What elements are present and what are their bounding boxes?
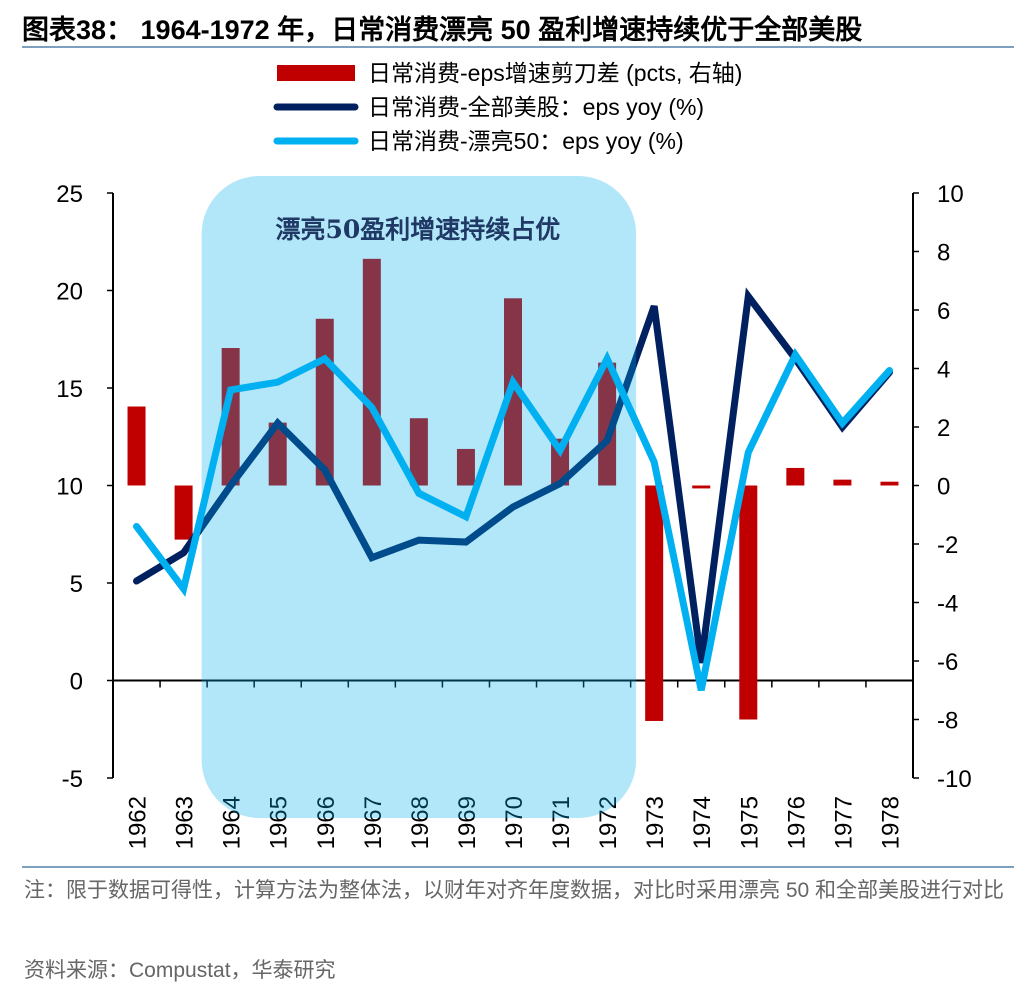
bar-1976 (786, 467, 805, 486)
x-tick-label: 1977 (830, 796, 857, 849)
bar-1977 (833, 479, 852, 486)
x-tick-label: 1962 (125, 796, 152, 849)
right-tick-label: -8 (937, 708, 958, 735)
right-tick-label: 6 (937, 298, 950, 325)
x-tick-label: 1964 (219, 796, 246, 849)
chart: 日常消费-eps增速剪刀差 (pcts, 右轴) 日常消费-全部美股：eps yo… (56, 60, 972, 849)
left-tick-label: 15 (56, 376, 83, 403)
right-tick-label: 4 (937, 357, 950, 384)
legend-label: 日常消费-全部美股：eps yoy (%) (368, 94, 704, 120)
chart-title: 图表38： 1964-1972 年，日常消费漂亮 50 盈利增速持续优于全部美股 (22, 15, 863, 45)
footnote: 注：限于数据可得性，计算方法为整体法，以财年对齐年度数据，对比时采用漂亮 50 … (24, 879, 1005, 902)
legend-label: 日常消费-eps增速剪刀差 (pcts, 右轴) (368, 60, 742, 86)
bar-1971 (551, 438, 570, 486)
legend-label: 日常消费-漂亮50：eps yoy (%) (368, 128, 684, 154)
x-tick-label: 1967 (360, 796, 387, 849)
x-tick-label: 1971 (548, 796, 575, 849)
x-tick-label: 1975 (736, 796, 763, 849)
bottom-divider (22, 866, 1014, 868)
bar-1969 (456, 448, 475, 486)
x-tick-label: 1978 (877, 796, 904, 849)
bar-1978 (880, 481, 899, 486)
bar-1964 (221, 348, 240, 486)
left-tick-label: -5 (62, 766, 83, 793)
left-tick-label: 10 (56, 474, 83, 501)
bar-1975 (739, 485, 758, 720)
right-tick-label: -2 (937, 532, 958, 559)
right-tick-label: -4 (937, 591, 958, 618)
right-tick-label: 8 (937, 240, 950, 267)
legend-swatch-bar (277, 65, 355, 81)
x-tick-label: 1974 (689, 796, 716, 849)
source: 资料来源：Compustat，华泰研究 (24, 959, 336, 982)
x-tick-label: 1965 (266, 796, 293, 849)
x-tick-label: 1969 (454, 796, 481, 849)
bar-1962 (127, 406, 146, 486)
left-tick-label: 0 (70, 669, 83, 696)
x-tick-label: 1963 (172, 796, 199, 849)
x-tick-label: 1970 (501, 796, 528, 849)
x-tick-label: 1973 (642, 796, 669, 849)
bar-1972 (598, 362, 617, 486)
top-divider (22, 46, 1014, 48)
x-tick-label: 1966 (313, 796, 340, 849)
bar-1973 (645, 485, 664, 721)
x-tick-label: 1976 (783, 796, 810, 849)
x-tick-label: 1972 (595, 796, 622, 849)
highlight-annotation: 漂亮50盈利增速持续占优 (275, 215, 560, 244)
right-tick-label: -6 (937, 649, 958, 676)
bar-1967 (362, 258, 381, 486)
right-tick-label: 2 (937, 415, 950, 442)
bar-1974 (692, 485, 711, 489)
right-tick-label: 0 (937, 474, 950, 501)
x-tick-label: 1968 (407, 796, 434, 849)
left-tick-label: 25 (56, 181, 83, 208)
bar-1968 (409, 418, 428, 486)
bar-1963 (174, 485, 193, 540)
right-tick-label: 10 (937, 181, 964, 208)
left-tick-label: 5 (70, 571, 83, 598)
left-tick-label: 20 (56, 279, 83, 306)
right-tick-label: -10 (937, 766, 972, 793)
bar-1965 (268, 422, 287, 486)
